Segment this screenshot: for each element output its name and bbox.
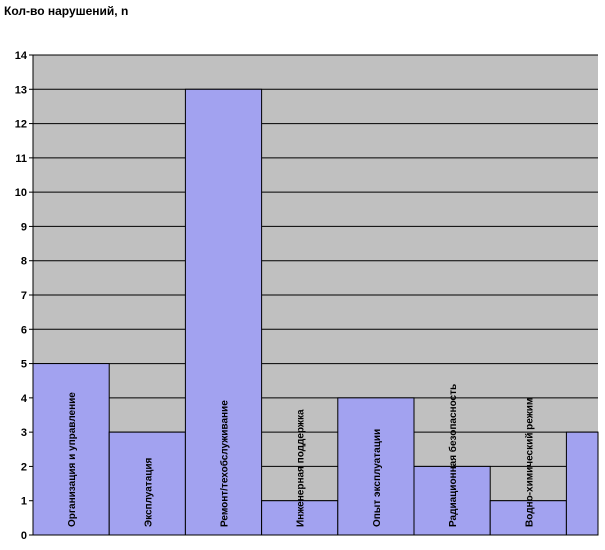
- bar: [337, 397, 415, 536]
- category-label: Инженерная поддержка: [296, 409, 307, 527]
- bar: [184, 88, 263, 536]
- bar-labels: Организация и управление Эксплуатация Ремо…: [67, 384, 535, 527]
- category-label: Радиационная безопасность: [447, 384, 459, 527]
- category-label: Организация и управление: [67, 392, 78, 527]
- y-tick-label: 8: [21, 256, 27, 268]
- y-tick-label: 4: [21, 393, 28, 405]
- category-label: Ремонт/техобслуживание: [219, 400, 231, 527]
- y-tick-label: 0: [21, 530, 27, 542]
- bar: [261, 500, 339, 536]
- y-tick-label: 1: [21, 496, 27, 508]
- category-label: Водно-химический режим: [524, 398, 535, 527]
- y-tick-label: 14: [15, 50, 28, 62]
- y-tick-label: 6: [21, 324, 27, 336]
- y-tick-label: 3: [21, 427, 27, 439]
- category-label: Эксплуатация: [143, 457, 154, 527]
- bar: [489, 500, 567, 536]
- y-tick-label: 7: [21, 290, 27, 302]
- y-tick-label: 13: [15, 84, 27, 96]
- category-label: Опыт эксплуатации: [372, 429, 383, 527]
- y-axis-title: Кол-во нарушений, n: [4, 4, 129, 18]
- y-tick-label: 5: [21, 359, 27, 371]
- y-tick-label: 9: [21, 221, 27, 233]
- y-tick-label: 2: [21, 461, 27, 473]
- y-tick-label: 11: [15, 153, 27, 165]
- bar: [565, 431, 599, 536]
- y-tick-label: 10: [15, 187, 27, 199]
- y-tick-label: 12: [15, 119, 27, 131]
- bar: [413, 465, 491, 536]
- bar: [108, 431, 186, 536]
